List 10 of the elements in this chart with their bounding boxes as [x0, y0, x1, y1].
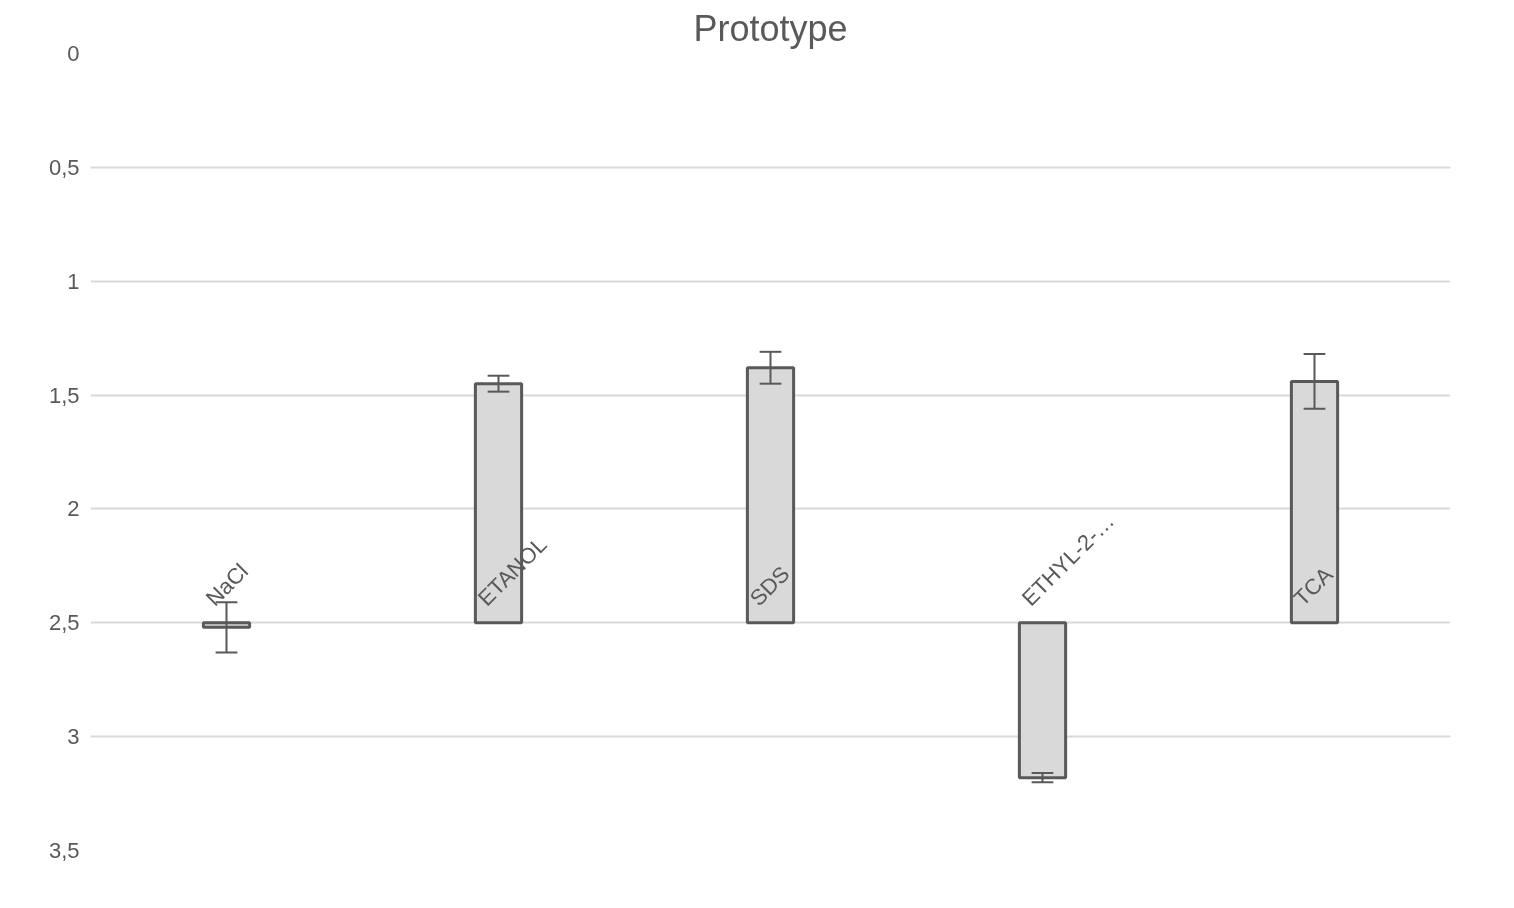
y-tick-label: 1 — [67, 268, 80, 294]
y-tick-label: 0 — [67, 41, 80, 66]
x-tick-label: TCA — [1288, 561, 1338, 611]
y-tick-label: 1,5 — [48, 382, 80, 408]
y-tick-label: 3 — [67, 724, 80, 750]
y-tick-label: 2,5 — [48, 610, 80, 636]
y-tick-label: 0,5 — [48, 154, 80, 180]
y-tick-label: 2 — [67, 496, 80, 522]
chart-title: Prototype — [693, 7, 848, 49]
y-tick-label: 3,5 — [48, 838, 80, 863]
